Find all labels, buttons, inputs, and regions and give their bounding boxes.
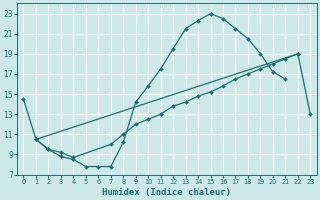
X-axis label: Humidex (Indice chaleur): Humidex (Indice chaleur) [102,188,231,197]
